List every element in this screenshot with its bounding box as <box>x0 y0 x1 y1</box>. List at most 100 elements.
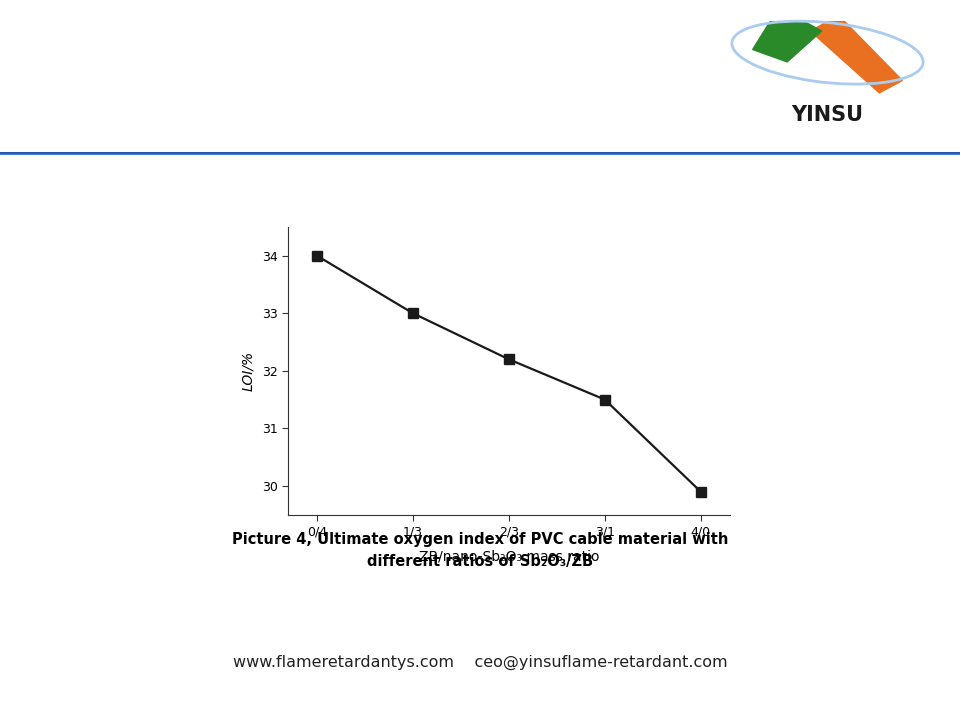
Bar <box>0 153 960 155</box>
Bar <box>0 152 960 154</box>
Bar <box>0 153 960 154</box>
Bar <box>672 153 960 154</box>
Bar <box>0 153 960 154</box>
Bar <box>672 152 960 153</box>
Bar <box>0 152 960 154</box>
Bar <box>672 153 960 154</box>
Bar <box>672 153 960 154</box>
Bar <box>0 152 960 153</box>
Bar <box>672 152 960 153</box>
Bar <box>672 153 960 154</box>
Bar <box>672 152 960 153</box>
Bar <box>672 152 960 153</box>
Bar <box>672 153 960 155</box>
Bar <box>672 153 960 154</box>
Bar <box>0 152 960 153</box>
Bar <box>0 153 960 154</box>
Bar <box>672 152 960 153</box>
Bar <box>0 153 960 154</box>
Bar <box>672 153 960 155</box>
Bar <box>672 153 960 154</box>
Bar <box>672 152 960 153</box>
Bar <box>672 153 960 154</box>
Bar <box>0 153 960 154</box>
Bar <box>672 153 960 155</box>
Bar <box>672 153 960 154</box>
Bar <box>0 153 960 154</box>
Bar <box>672 152 960 153</box>
Bar <box>0 153 960 155</box>
Bar <box>672 153 960 155</box>
Bar <box>0 152 960 153</box>
Bar <box>0 152 960 154</box>
Bar <box>0 153 960 154</box>
Bar <box>672 153 960 155</box>
Bar <box>0 152 960 154</box>
Bar <box>0 153 960 155</box>
Bar <box>0 152 960 153</box>
Bar <box>0 152 960 153</box>
Bar <box>672 152 960 153</box>
Bar <box>0 153 960 154</box>
Bar <box>672 153 960 155</box>
Bar <box>672 153 960 154</box>
Bar <box>0 153 960 155</box>
Bar <box>672 153 960 154</box>
Bar <box>0 153 960 154</box>
Bar <box>672 153 960 155</box>
Bar <box>672 153 960 155</box>
Bar <box>0 152 960 153</box>
Bar <box>0 153 960 154</box>
Bar <box>0 153 960 155</box>
Bar <box>672 153 960 154</box>
Bar <box>672 153 960 155</box>
Bar <box>0 152 960 153</box>
Bar <box>672 153 960 154</box>
Bar <box>0 152 960 153</box>
Bar <box>0 152 960 154</box>
Bar <box>0 153 960 155</box>
Bar <box>672 153 960 154</box>
Bar <box>0 153 960 154</box>
Bar <box>0 152 960 153</box>
Bar <box>672 152 960 153</box>
Bar <box>672 153 960 155</box>
Bar <box>672 152 960 153</box>
Bar <box>672 152 960 154</box>
Bar <box>0 153 960 154</box>
Bar <box>672 153 960 155</box>
Bar <box>0 152 960 153</box>
Bar <box>0 152 960 154</box>
Bar <box>0 152 960 153</box>
Bar <box>672 152 960 153</box>
Bar <box>0 153 960 154</box>
Bar <box>672 152 960 153</box>
Bar <box>672 153 960 155</box>
Bar <box>0 153 960 154</box>
Bar <box>672 153 960 155</box>
Bar <box>672 152 960 154</box>
Bar <box>672 153 960 155</box>
Bar <box>672 153 960 154</box>
Bar <box>672 152 960 153</box>
Bar <box>0 153 960 155</box>
Bar <box>0 153 960 155</box>
Bar <box>672 152 960 153</box>
Bar <box>0 152 960 153</box>
Bar <box>672 153 960 155</box>
Bar <box>0 153 960 155</box>
Bar <box>672 153 960 155</box>
Bar <box>672 153 960 154</box>
Bar <box>672 152 960 154</box>
Bar <box>0 153 960 154</box>
Bar <box>0 153 960 155</box>
Bar <box>672 152 960 153</box>
Bar <box>672 152 960 154</box>
Bar <box>672 152 960 153</box>
Bar <box>0 153 960 155</box>
Bar <box>0 153 960 154</box>
Bar <box>672 153 960 155</box>
Bar <box>672 153 960 154</box>
Bar <box>672 152 960 154</box>
Bar <box>0 153 960 154</box>
